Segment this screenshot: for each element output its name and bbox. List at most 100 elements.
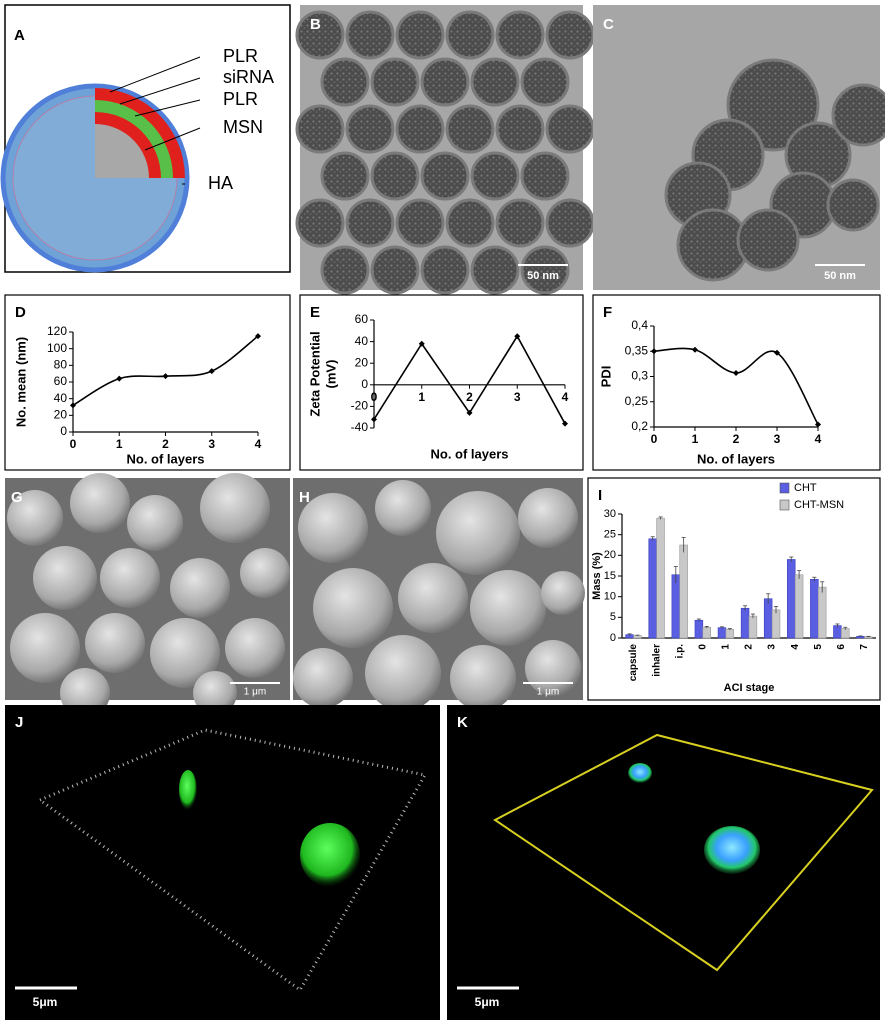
- panel-frame: [299, 294, 584, 471]
- nanoparticle: [370, 151, 420, 201]
- data-point: [116, 375, 123, 382]
- bar: [748, 615, 758, 639]
- nanoparticle: [295, 198, 345, 248]
- nanoparticle: [295, 104, 345, 154]
- microsphere: [240, 548, 290, 598]
- panel-letter: B: [310, 16, 321, 33]
- y-tick-label: 0: [610, 632, 616, 644]
- nanoparticle: [470, 245, 520, 295]
- nanoparticle: [370, 57, 420, 107]
- x-tick-label: capsule: [628, 644, 639, 682]
- nanoparticle: [320, 57, 370, 107]
- y-tick-label: 25: [604, 529, 616, 541]
- volume-box: [493, 733, 874, 972]
- cell-signal: [300, 823, 360, 887]
- y-tick-label: -40: [351, 420, 369, 434]
- x-tick-label: 6: [836, 644, 847, 650]
- panel-letter: H: [299, 489, 310, 506]
- nanoparticle: [420, 151, 470, 201]
- y-tick-label: 20: [355, 355, 369, 369]
- microsphere: [313, 568, 393, 648]
- bar: [702, 626, 711, 639]
- x-tick-label: 1: [418, 390, 425, 404]
- nanoparticle: [520, 57, 570, 107]
- data-point: [774, 349, 780, 356]
- nanoparticle: [420, 57, 470, 107]
- microsphere: [293, 648, 353, 708]
- nanoparticle: [345, 198, 395, 248]
- cell-signal: [628, 763, 652, 783]
- y-tick-label: 0: [60, 424, 67, 438]
- bar: [771, 609, 781, 639]
- nanoparticle: [395, 104, 445, 154]
- y-tick-label: 120: [47, 324, 67, 338]
- scale-label: 50 nm: [824, 270, 856, 282]
- bar: [648, 538, 657, 639]
- y-tick-label: 0: [361, 377, 368, 391]
- leader-line: [144, 127, 201, 151]
- x-tick-label: 3: [774, 432, 781, 446]
- nanoparticle: [320, 151, 370, 201]
- microsphere: [298, 493, 368, 563]
- x-tick-label: 2: [733, 432, 740, 446]
- data-point: [208, 368, 215, 375]
- microsphere: [470, 570, 546, 646]
- microsphere: [193, 671, 237, 715]
- y-tick-label: 60: [54, 374, 68, 388]
- layer-label: PLR: [223, 89, 258, 109]
- data-point: [466, 409, 473, 416]
- bar: [794, 574, 804, 639]
- x-tick-label: 1: [116, 437, 123, 451]
- bar: [833, 625, 842, 639]
- confocal-image: [447, 705, 880, 1020]
- panel-letter: J: [15, 714, 23, 731]
- y-tick-label: 15: [604, 570, 616, 582]
- y-axis-label: Mass (%): [591, 552, 603, 600]
- nanoparticle: [495, 198, 545, 248]
- bar: [717, 627, 727, 639]
- panel-letter: I: [598, 487, 602, 504]
- leader-line: [134, 99, 201, 117]
- panel-frame: [4, 294, 291, 471]
- y-axis-label: No. mean (nm): [13, 337, 28, 427]
- microsphere: [450, 645, 516, 711]
- x-tick-label: 7: [859, 644, 870, 650]
- bar: [725, 629, 735, 639]
- microsphere: [33, 546, 97, 610]
- microsphere: [10, 613, 80, 683]
- nanoparticle: [495, 10, 545, 60]
- bar: [763, 598, 773, 639]
- bar: [671, 574, 681, 639]
- microsphere: [436, 491, 520, 575]
- microsphere: [85, 613, 145, 673]
- nanoparticle: [295, 10, 345, 60]
- nanoparticle: [395, 10, 445, 60]
- legend-label: CHT-MSN: [794, 499, 844, 511]
- x-tick-label: 1: [721, 644, 732, 650]
- x-tick-label: 4: [562, 390, 569, 404]
- bar: [656, 517, 665, 639]
- microsphere: [170, 558, 230, 618]
- x-axis-label: No. of layers: [430, 446, 508, 461]
- nanoparticle: [545, 10, 595, 60]
- data-point: [692, 346, 698, 353]
- cell-signal: [704, 826, 760, 874]
- nanoparticle: [736, 208, 800, 272]
- panel-letter: E: [310, 304, 320, 321]
- data-point: [651, 348, 657, 355]
- bar: [841, 628, 850, 639]
- panel-letter: A: [14, 27, 25, 44]
- x-tick-label: 2: [466, 390, 473, 404]
- nanoparticle: [445, 104, 495, 154]
- leader-line: [119, 77, 201, 105]
- legend-swatch: [779, 499, 790, 511]
- confocal-image: [5, 705, 440, 1020]
- y-axis-label: PDI: [598, 366, 613, 388]
- panel-frame: [587, 477, 881, 701]
- nanoparticle: [470, 151, 520, 201]
- microsphere: [365, 635, 441, 711]
- legend-label: CHT: [794, 482, 817, 494]
- nanoparticle: [445, 10, 495, 60]
- layer-label: siRNA: [223, 67, 274, 87]
- y-tick-label: 0,3: [631, 369, 648, 383]
